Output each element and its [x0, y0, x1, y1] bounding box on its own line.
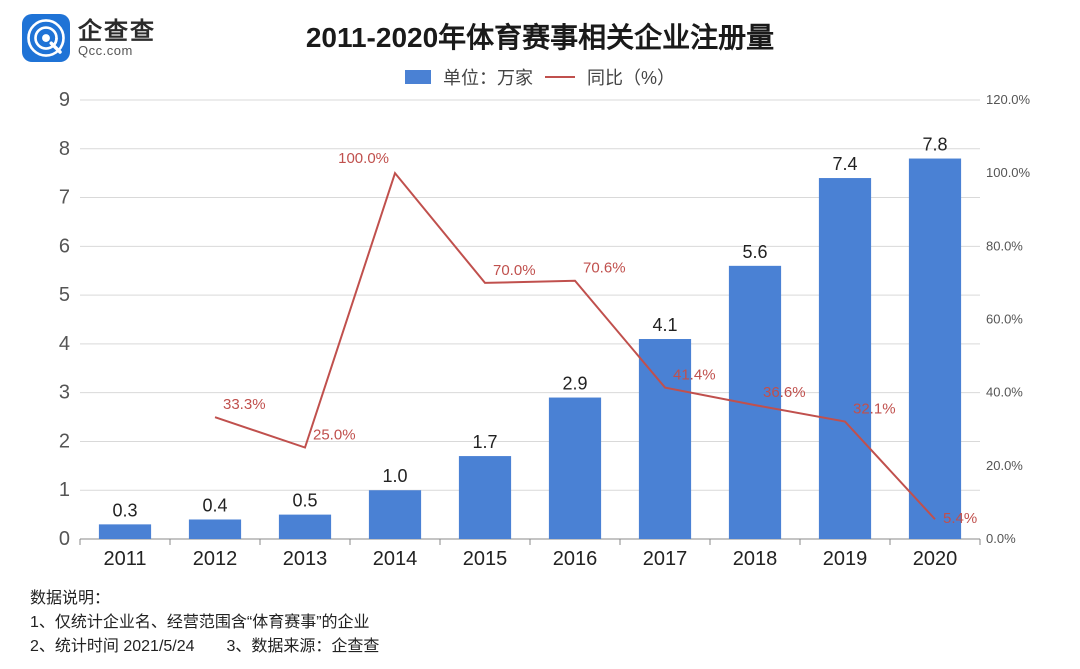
line-value-label: 70.6%	[583, 260, 626, 277]
bar	[459, 456, 511, 539]
x-category-label: 2020	[913, 548, 958, 570]
legend-line-label: 同比（%）	[587, 64, 675, 90]
bar-value-label: 7.8	[922, 135, 947, 155]
x-category-label: 2014	[373, 548, 418, 570]
svg-text:7: 7	[59, 187, 70, 209]
line-value-label: 5.4%	[943, 510, 977, 527]
line-value-label: 100.0%	[338, 150, 389, 167]
bar	[189, 519, 241, 539]
legend-line-swatch	[545, 76, 575, 78]
line-value-label: 36.6%	[763, 384, 806, 401]
bar-value-label: 0.5	[292, 491, 317, 511]
svg-text:0.0%: 0.0%	[986, 531, 1016, 546]
x-category-label: 2018	[733, 548, 778, 570]
bar-value-label: 1.0	[382, 466, 407, 486]
bar	[279, 515, 331, 539]
x-category-label: 2013	[283, 548, 328, 570]
legend-bar-label: 单位：万家	[443, 64, 533, 90]
svg-text:8: 8	[59, 138, 70, 160]
svg-text:100.0%: 100.0%	[986, 165, 1031, 180]
svg-text:5: 5	[59, 284, 70, 306]
bar	[549, 398, 601, 539]
x-category-label: 2015	[463, 548, 508, 570]
svg-text:4: 4	[59, 333, 70, 355]
svg-text:6: 6	[59, 235, 70, 257]
footnote-heading: 数据说明：	[30, 587, 379, 611]
bar	[99, 524, 151, 539]
bar	[369, 490, 421, 539]
chart-title-text: 2011-2020年体育赛事相关企业注册量	[306, 22, 774, 53]
footnotes: 数据说明： 1、仅统计企业名、经营范围含“体育赛事”的企业 2、统计时间 202…	[30, 587, 379, 659]
svg-text:9: 9	[59, 90, 70, 111]
line-value-label: 33.3%	[223, 396, 266, 413]
line-value-label: 41.4%	[673, 367, 716, 384]
svg-text:80.0%: 80.0%	[986, 238, 1023, 253]
bar-value-label: 1.7	[472, 432, 497, 452]
svg-text:1: 1	[59, 479, 70, 501]
svg-text:60.0%: 60.0%	[986, 312, 1023, 327]
x-category-label: 2016	[553, 548, 598, 570]
svg-text:20.0%: 20.0%	[986, 458, 1023, 473]
x-category-label: 2012	[193, 548, 238, 570]
legend: 单位：万家 同比（%）	[0, 64, 1080, 90]
x-category-label: 2011	[103, 548, 146, 570]
bar-value-label: 2.9	[562, 374, 587, 394]
combo-chart: 0 1 2 3 4 5 6 7 8 9 0.0% 20.0% 40.0% 60.0% 80.0% 100.0%…	[40, 90, 1040, 579]
bar-value-label: 0.3	[112, 500, 137, 520]
bar-value-label: 5.6	[742, 242, 767, 262]
bar	[819, 178, 871, 539]
bar-value-label: 0.4	[202, 495, 227, 515]
chart-svg: 0 1 2 3 4 5 6 7 8 9 0.0% 20.0% 40.0% 60.0% 80.0% 100.0%…	[40, 90, 1040, 579]
line-value-label: 70.0%	[493, 262, 536, 279]
bar-value-label: 7.4	[832, 154, 857, 174]
svg-text:3: 3	[59, 382, 70, 404]
line-value-label: 25.0%	[313, 427, 356, 444]
chart-title: 2011-2020年体育赛事相关企业注册量	[0, 16, 1080, 56]
footnote-line1: 1、仅统计企业名、经营范围含“体育赛事”的企业	[30, 611, 379, 635]
footnote-line2: 2、统计时间 2021/5/24 3、数据来源：企查查	[30, 635, 379, 659]
svg-text:120.0%: 120.0%	[986, 92, 1031, 107]
svg-text:2: 2	[59, 430, 70, 452]
svg-text:40.0%: 40.0%	[986, 385, 1023, 400]
bar-value-label: 4.1	[652, 315, 677, 335]
x-category-label: 2017	[643, 548, 688, 570]
legend-bar-swatch	[405, 70, 431, 84]
svg-text:0: 0	[59, 528, 70, 550]
x-category-label: 2019	[823, 548, 868, 570]
line-value-label: 32.1%	[853, 401, 896, 418]
bar	[909, 159, 961, 539]
